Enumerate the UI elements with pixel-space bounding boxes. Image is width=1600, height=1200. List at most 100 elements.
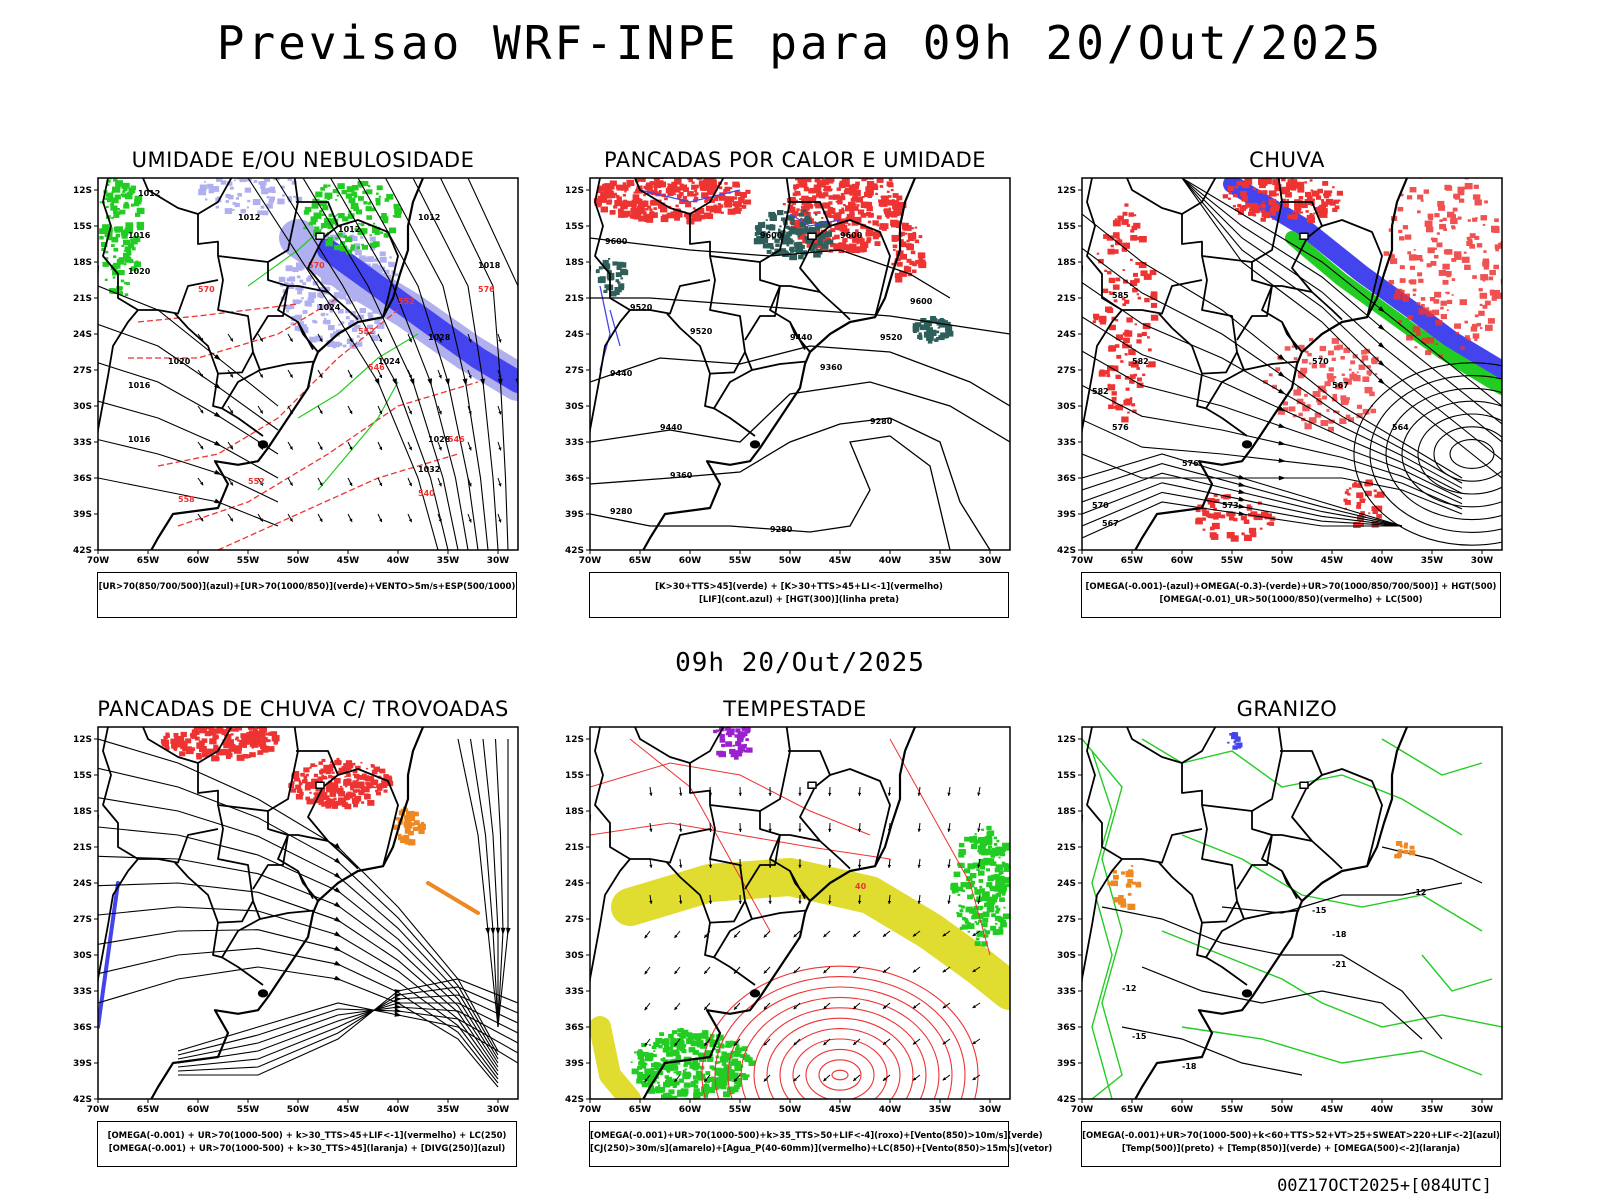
field-cell — [246, 754, 251, 759]
field-cell — [298, 780, 302, 783]
field-cell — [298, 782, 303, 786]
contour-label: 576 — [1182, 459, 1199, 468]
lon-tick-label: 45W — [829, 1105, 852, 1115]
field-cell — [124, 201, 129, 206]
field-cell — [369, 234, 372, 236]
field-cell — [1460, 346, 1465, 350]
field-cell — [658, 181, 667, 188]
field-cell — [248, 730, 256, 737]
field-cell — [711, 1085, 717, 1089]
panel-title-granizo: GRANIZO — [1236, 697, 1338, 721]
field-cell — [734, 191, 741, 197]
field-cell — [824, 231, 832, 237]
political-border — [297, 870, 319, 902]
legend-chuva: [OMEGA(-0.001)-(azul)+OMEGA(-0.3)-(verde… — [1081, 572, 1501, 618]
field-cell — [360, 223, 365, 227]
field-cell — [1102, 288, 1109, 293]
field-cell — [1150, 314, 1159, 321]
streamline-arrow — [1278, 440, 1286, 446]
field-cell — [990, 896, 998, 903]
field-cell — [1260, 203, 1266, 209]
field-cell — [1482, 260, 1490, 267]
field-cell — [299, 324, 307, 331]
field-cell — [1142, 373, 1146, 377]
field-cell — [842, 245, 849, 251]
field-cell — [1107, 270, 1112, 275]
field-cell — [1281, 198, 1286, 202]
field-cell — [830, 228, 836, 233]
field-cell — [111, 200, 115, 203]
field-cell — [871, 184, 879, 191]
field-cell — [995, 846, 1002, 852]
field-cell — [319, 792, 328, 799]
field-cell — [289, 305, 295, 310]
field-cell — [709, 1088, 716, 1094]
field-cell — [1318, 355, 1323, 359]
field-cell — [326, 782, 333, 788]
wind-vector-head — [498, 339, 502, 343]
field-cell — [719, 186, 723, 190]
field-cell — [1284, 203, 1289, 207]
field-cell — [1433, 299, 1440, 304]
field-cell — [1409, 187, 1417, 193]
wind-vector-head — [768, 828, 772, 832]
field-cell — [1467, 219, 1471, 222]
contour-label: 582 — [1092, 387, 1109, 396]
field-cell — [1319, 362, 1326, 368]
field-cell — [675, 204, 679, 208]
field-cell — [609, 180, 617, 187]
field-cell — [111, 172, 118, 175]
field-cell — [670, 1095, 678, 1099]
field-cell — [770, 214, 777, 221]
field-cell — [904, 232, 908, 235]
field-cell — [757, 222, 766, 228]
field-cell — [324, 217, 328, 220]
streamline-arrow — [334, 843, 341, 850]
field-cell — [1114, 218, 1118, 221]
field-cell — [673, 208, 681, 215]
field-cell — [598, 198, 603, 201]
field-cell — [1445, 173, 1449, 176]
field-cell — [964, 918, 969, 922]
field-cell — [1429, 297, 1436, 302]
field-cell — [1426, 226, 1434, 233]
field-cell — [789, 246, 795, 251]
field-cell — [338, 323, 341, 326]
field-cell — [891, 200, 900, 207]
field-cell — [1136, 382, 1144, 388]
field-cell — [370, 246, 376, 251]
lon-tick-label: 35W — [437, 1105, 460, 1115]
field-cell — [1360, 359, 1365, 363]
field-cell — [1366, 365, 1371, 369]
field-cell — [133, 261, 141, 268]
wind-vector-head — [408, 410, 412, 415]
field-cell — [888, 207, 891, 209]
field-cell — [613, 205, 618, 209]
wind-vector-head — [734, 1006, 738, 1010]
field-cell — [212, 755, 218, 761]
field-cell — [225, 193, 231, 198]
field-cell — [868, 178, 874, 180]
field-cell — [718, 1084, 723, 1089]
field-cell — [707, 206, 712, 211]
field-cell — [366, 781, 369, 784]
field-cell — [324, 286, 331, 292]
field-cell — [1472, 217, 1478, 222]
divg-blue-band — [98, 881, 120, 1029]
field-cell — [1340, 395, 1347, 401]
federal-district — [1299, 232, 1309, 240]
field-cell — [394, 212, 402, 218]
field-cell — [1234, 743, 1237, 745]
field-cell — [296, 262, 304, 269]
field-cell — [1474, 338, 1478, 342]
field-cell — [769, 224, 774, 227]
wind-vector-head — [679, 828, 683, 832]
field-cell — [808, 188, 814, 194]
field-cell — [646, 1081, 651, 1086]
field-cell — [721, 1052, 726, 1056]
field-cell — [1361, 350, 1367, 355]
field-cell — [1249, 203, 1255, 208]
field-cell — [842, 238, 848, 243]
field-cell — [801, 205, 805, 209]
